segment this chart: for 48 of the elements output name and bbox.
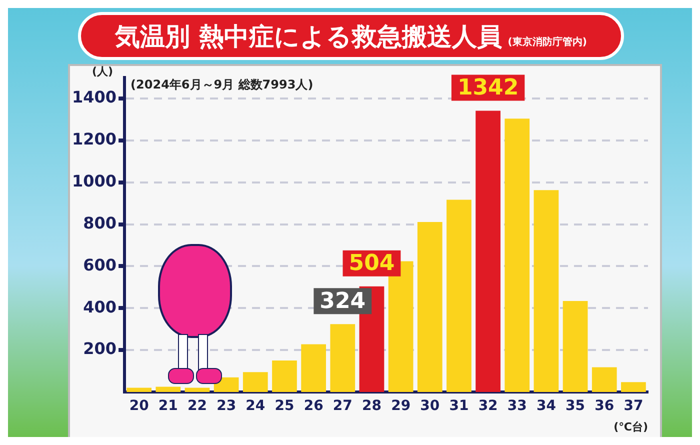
x-tick-label: 33 <box>507 398 527 414</box>
bar <box>534 190 559 392</box>
x-axis-title: (℃台) <box>614 420 648 434</box>
data-label: 324 <box>320 288 366 314</box>
y-tick-label: 400 <box>83 297 117 316</box>
x-tick-label: 28 <box>362 398 382 414</box>
data-label: 504 <box>348 251 395 276</box>
x-tick-label: 22 <box>187 398 207 414</box>
bar <box>504 118 530 392</box>
bar <box>184 388 210 392</box>
x-tick-label: 32 <box>478 398 498 414</box>
y-tick-label: 800 <box>83 213 117 232</box>
x-tick-label: 21 <box>158 398 178 414</box>
bar <box>301 344 326 392</box>
x-tick-label: 24 <box>246 398 266 414</box>
data-label: 1342 <box>457 75 519 100</box>
y-tick-label: 1400 <box>72 88 117 107</box>
bar <box>272 360 297 392</box>
y-tick-label: 200 <box>83 339 117 358</box>
bar <box>126 388 152 392</box>
x-tick-label: 20 <box>129 398 150 414</box>
x-tick-label: 29 <box>391 398 411 414</box>
bar <box>592 367 617 392</box>
x-tick-label: 27 <box>332 398 352 414</box>
bar <box>156 386 181 392</box>
y-axis-title: (人) <box>92 64 114 78</box>
x-tick-label: 31 <box>449 398 469 414</box>
x-tick-label: 35 <box>566 398 586 414</box>
x-tick-label: 36 <box>594 398 614 414</box>
y-tick-label: 1000 <box>72 172 117 191</box>
chart-title: 気温別 熱中症による救急搬送人員 <box>115 20 502 52</box>
y-tick-label: 600 <box>83 255 117 274</box>
bar <box>562 301 588 392</box>
annotation: (2024年6月～9月 総数7993人) <box>130 78 314 92</box>
x-tick-label: 30 <box>420 398 440 414</box>
bar <box>476 110 500 392</box>
bar <box>417 222 442 392</box>
bar <box>330 324 356 392</box>
bar <box>446 200 472 392</box>
x-tick-label: 23 <box>216 398 236 414</box>
chart-subtitle: (東京消防庁管内) <box>508 35 587 49</box>
x-tick-label: 25 <box>274 398 294 414</box>
y-tick-label: 1200 <box>72 130 117 149</box>
bar <box>242 372 268 392</box>
bar <box>621 382 646 392</box>
x-tick-label: 37 <box>624 398 644 414</box>
x-tick-label: 34 <box>536 398 556 414</box>
x-tick-label: 26 <box>304 398 324 414</box>
